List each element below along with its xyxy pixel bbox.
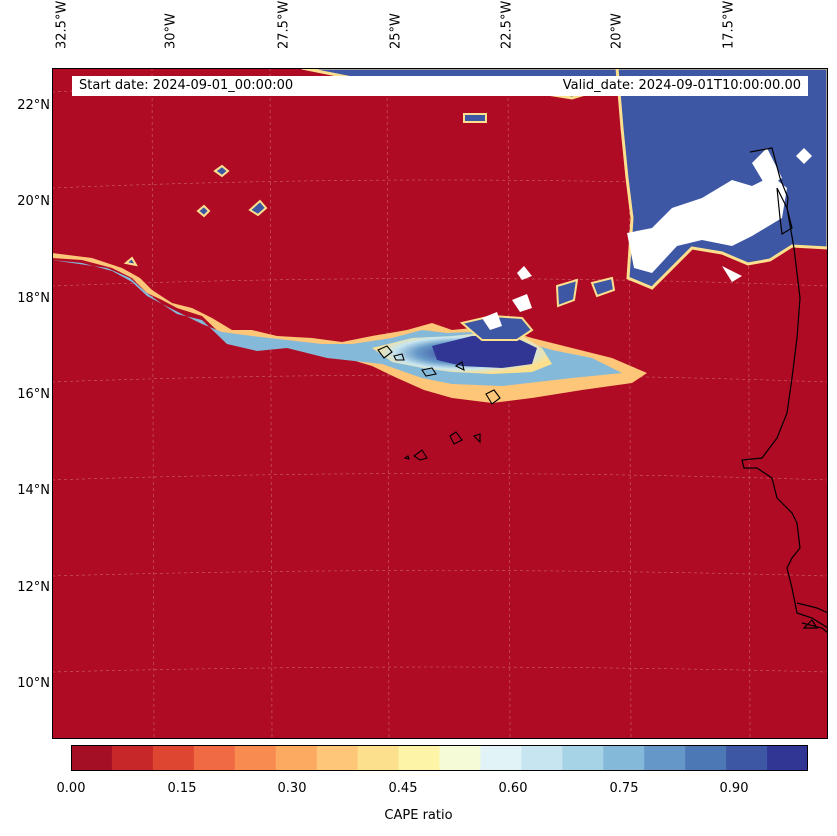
lat-label: 12°N <box>17 580 50 595</box>
colorbar-cell <box>357 745 400 771</box>
map-border <box>52 68 828 739</box>
missing-data-patches <box>627 148 812 282</box>
lon-label: 27.5°W <box>276 0 292 49</box>
colorbar-tick: 0.60 <box>498 781 528 796</box>
cape-core <box>432 336 537 368</box>
lat-label: 16°N <box>17 387 50 402</box>
colorbar-cell <box>398 745 440 771</box>
colorbar-cell <box>111 745 154 771</box>
lon-label: 17.5°W <box>721 0 737 49</box>
small-cape-blobs <box>123 164 616 308</box>
start-date-label: Start date: 2024-09-01_00:00:00 <box>79 78 294 93</box>
lat-label: 22°N <box>17 98 50 113</box>
colorbar-tick: 0.00 <box>56 781 86 796</box>
colorbar-tick: 0.75 <box>609 781 639 796</box>
colorbar-tick: 0.45 <box>388 781 418 796</box>
colorbar-cell <box>275 745 318 771</box>
lon-label: 30°W <box>163 13 179 49</box>
colorbar-cell <box>71 745 113 771</box>
colorbar-tick: 0.90 <box>719 781 749 796</box>
colorbar-tick: 0.15 <box>167 781 197 796</box>
colorbar-cell <box>193 745 236 771</box>
colorbar-cell <box>152 745 195 771</box>
lon-label: 22.5°W <box>499 0 515 49</box>
lon-label: 25°W <box>388 13 404 49</box>
coastlines <box>741 147 828 634</box>
lat-label: 20°N <box>17 194 50 209</box>
lat-label: 14°N <box>17 483 50 498</box>
lon-label: 20°W <box>609 13 625 49</box>
colorbar-label: CAPE ratio <box>384 808 453 823</box>
colorbar-tick: 0.30 <box>277 781 307 796</box>
colorbar-cell <box>644 745 686 771</box>
lon-label: 32.5°W <box>54 0 70 49</box>
cape-ratio-map[interactable] <box>52 68 828 739</box>
colorbar-cell <box>767 745 808 771</box>
colorbar-cell <box>480 745 522 771</box>
colorbar-cell <box>726 745 768 771</box>
colorbar-cell <box>521 745 563 771</box>
colorbar-cell <box>234 745 277 771</box>
islands <box>377 345 501 461</box>
colorbar-cell <box>562 745 604 771</box>
colorbar-cell <box>603 745 645 771</box>
lat-label: 18°N <box>17 291 50 306</box>
valid-date-label: Valid_date: 2024-09-01T10:00:00.00 <box>562 78 801 93</box>
colorbar-cell <box>316 745 359 771</box>
colorbar <box>71 745 808 771</box>
date-info-box: Start date: 2024-09-01_00:00:00 Valid_da… <box>72 76 808 96</box>
colorbar-cell <box>439 745 481 771</box>
colorbar-cell <box>685 745 727 771</box>
lat-label: 10°N <box>17 676 50 691</box>
